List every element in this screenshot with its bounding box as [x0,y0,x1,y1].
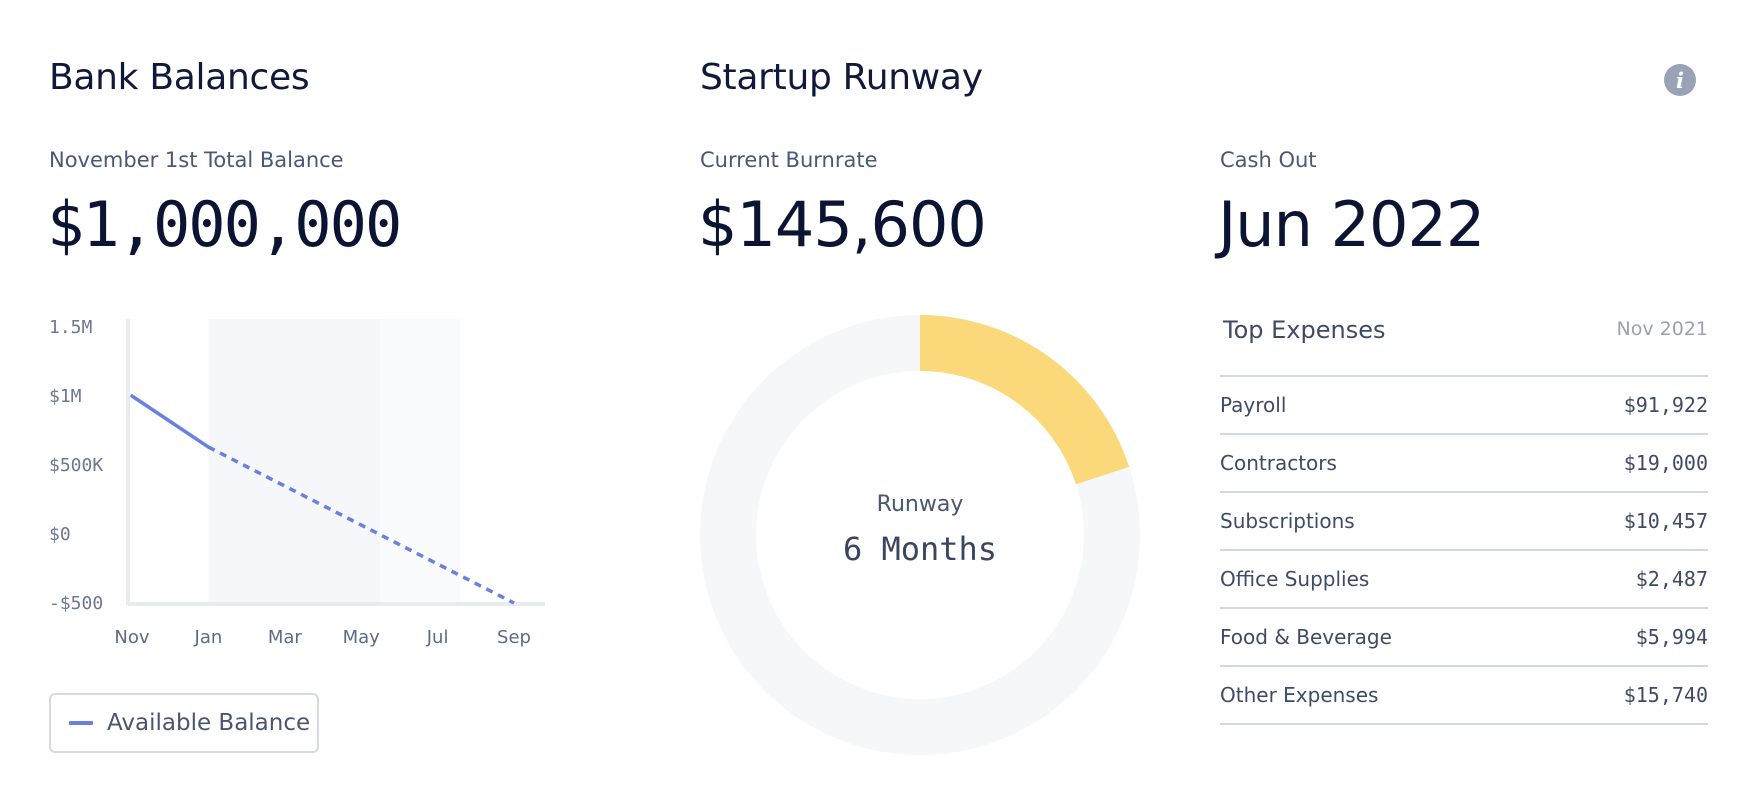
x-tick-label: May [343,627,381,648]
burnrate-label: Current Burnrate [700,148,878,172]
y-tick-label: $0 [49,524,71,545]
burnrate-value: $145,600 [698,188,987,261]
expense-amount: $19,000 [1623,451,1708,475]
total-balance-label: November 1st Total Balance [49,148,344,172]
y-tick-label: 1.5M [49,317,93,338]
x-tick-label: Jan [194,627,223,648]
expense-amount: $91,922 [1623,393,1708,417]
expense-amount: $5,994 [1635,625,1708,649]
projection-band-far [380,319,461,603]
x-tick-label: Sep [497,627,531,648]
expense-name: Payroll [1220,393,1287,417]
table-row: Other Expenses $15,740 [1220,667,1708,725]
expense-amount: $10,457 [1623,509,1708,533]
x-tick-label: Mar [268,627,303,648]
expense-name: Other Expenses [1220,683,1379,707]
donut-slice-runway [920,315,1130,485]
bank-balances-title: Bank Balances [49,57,310,98]
expense-name: Office Supplies [1220,567,1370,591]
y-tick-label: -$500 [49,593,103,614]
cash-out-value: Jun 2022 [1218,188,1485,261]
x-tick-label: Jul [426,627,449,648]
balance-line-chart: 1.5M $1M $500K $0 -$500 Nov Jan Mar May Jul Sep [49,317,545,648]
table-row: Office Supplies $2,487 [1220,551,1708,609]
y-tick-label: $1M [49,386,82,407]
top-expenses-title: Top Expenses [1223,316,1386,344]
x-tick-label: Nov [114,627,149,648]
legend-label: Available Balance [107,710,311,736]
top-expenses-date: Nov 2021 [1616,318,1708,340]
expense-amount: $2,487 [1635,567,1708,591]
table-row: Contractors $19,000 [1220,435,1708,493]
y-tick-label: $500K [49,455,103,476]
startup-runway-title: Startup Runway [700,57,983,98]
expense-amount: $15,740 [1623,683,1708,707]
series-line-actual [130,394,211,449]
runway-center-value: 6 Months [842,530,998,568]
series-line-projected [207,445,515,605]
runway-center-label: Runway [876,492,964,517]
table-row: Payroll $91,922 [1220,377,1708,435]
top-expenses-table: Payroll $91,922 Contractors $19,000 Subs… [1220,375,1708,725]
expense-name: Subscriptions [1220,509,1355,533]
legend-available-balance[interactable]: Available Balance [49,693,319,753]
info-icon[interactable]: i [1664,64,1696,96]
legend-swatch [69,721,93,725]
expense-name: Contractors [1220,451,1337,475]
expense-name: Food & Beverage [1220,625,1392,649]
total-balance-value: $1,000,000 [47,188,402,261]
cash-out-label: Cash Out [1220,148,1317,172]
runway-donut-chart [700,315,1140,756]
table-row: Subscriptions $10,457 [1220,493,1708,551]
table-row: Food & Beverage $5,994 [1220,609,1708,667]
